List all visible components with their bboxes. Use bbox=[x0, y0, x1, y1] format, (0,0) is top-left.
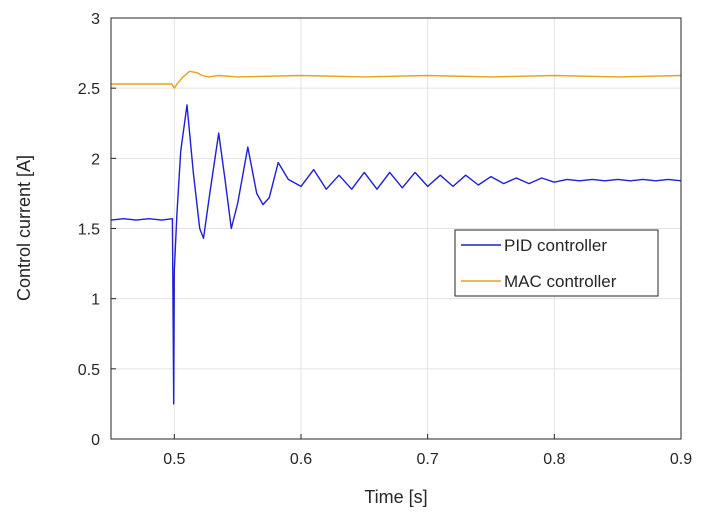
y-tick-label: 2 bbox=[91, 151, 100, 168]
y-tick-label: 1 bbox=[91, 292, 100, 309]
y-tick-label: 3 bbox=[91, 11, 100, 28]
y-tick-label: 0 bbox=[91, 432, 100, 449]
y-axis-label: Control current [A] bbox=[14, 155, 34, 301]
ticks: 0.5 0.6 0.7 0.8 0.9 0 0.5 1 1.5 2 2.5 3 bbox=[78, 11, 692, 468]
x-tick-label: 0.8 bbox=[543, 451, 565, 468]
legend-label-pid: PID controller bbox=[504, 236, 607, 255]
x-tick-label: 0.9 bbox=[670, 451, 692, 468]
x-tick-label: 0.7 bbox=[417, 451, 439, 468]
x-tick-label: 0.5 bbox=[163, 451, 185, 468]
legend-label-mac: MAC controller bbox=[504, 272, 617, 291]
pid-series-line bbox=[110, 104, 682, 405]
y-tick-label: 1.5 bbox=[78, 222, 100, 239]
mac-series-line bbox=[111, 70, 682, 89]
x-tick-label: 0.6 bbox=[290, 451, 312, 468]
x-axis-label: Time [s] bbox=[364, 487, 427, 507]
y-tick-label: 0.5 bbox=[78, 362, 100, 379]
grid bbox=[111, 17, 682, 440]
y-tick-label: 2.5 bbox=[78, 81, 100, 98]
legend: PID controller MAC controller bbox=[454, 229, 659, 297]
series-layer bbox=[110, 70, 682, 405]
legend-box bbox=[454, 229, 659, 297]
